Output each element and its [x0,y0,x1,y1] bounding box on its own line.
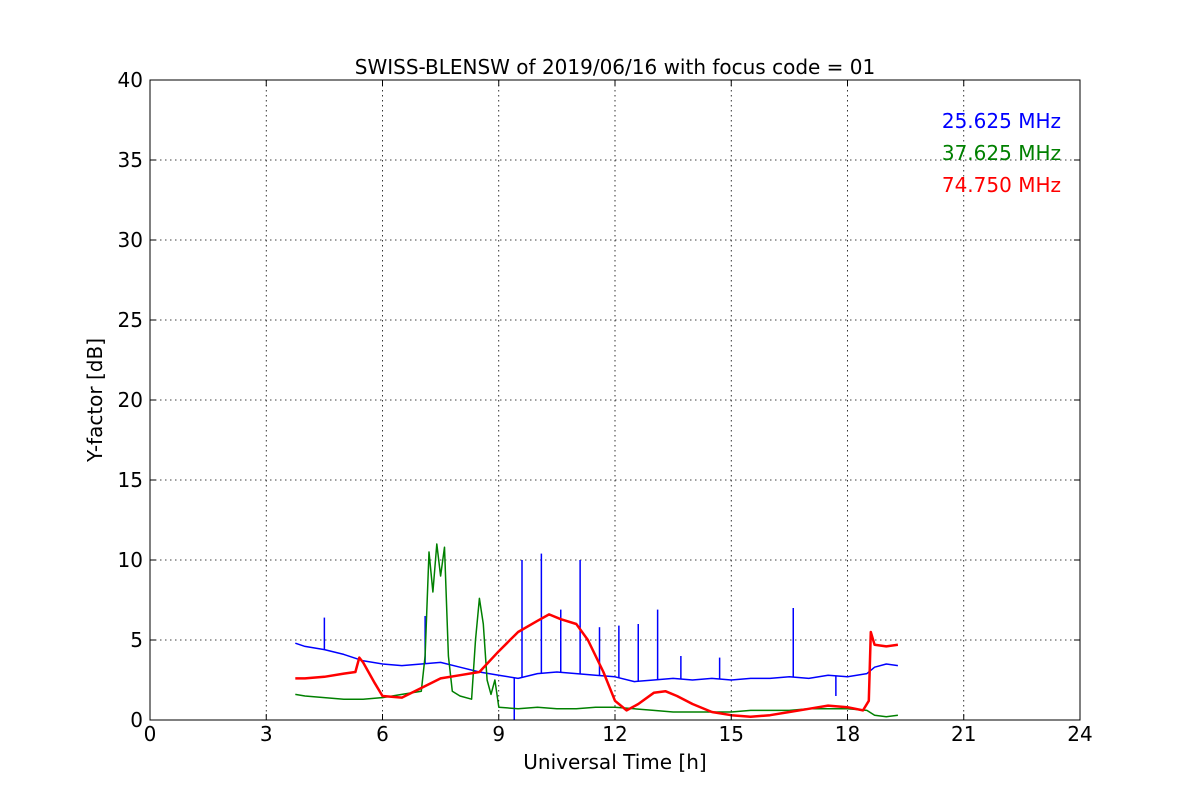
y-tick-label: 15 [118,468,143,492]
y-tick-label: 20 [118,388,143,412]
y-axis-title: Y-factor [dB] [83,338,107,463]
chart-title: SWISS-BLENSW of 2019/06/16 with focus co… [355,55,876,79]
y-tick-label: 0 [130,708,143,732]
y-tick-label: 35 [118,148,143,172]
y-tick-label: 30 [118,228,143,252]
series-group-1 [295,543,899,718]
series-group-2 [295,613,899,719]
y-tick-label: 5 [130,628,143,652]
x-tick-label: 15 [719,722,744,746]
grid [150,80,1080,720]
x-tick-label: 12 [602,722,627,746]
y-tick-label: 10 [118,548,143,572]
x-tick-label: 9 [492,722,505,746]
series-line [295,613,899,719]
y-tick-label: 40 [118,68,143,92]
x-tick-label: 24 [1067,722,1092,746]
x-tick-label: 3 [260,722,273,746]
y-tick-label: 25 [118,308,143,332]
x-tick-label: 18 [835,722,860,746]
series-line [295,642,899,683]
legend-entry: 74.750 MHz [942,173,1061,197]
x-axis-title: Universal Time [h] [523,750,706,774]
legend-entry: 37.625 MHz [942,141,1061,165]
x-tick-label: 6 [376,722,389,746]
series-layer [295,543,899,720]
x-tick-label: 0 [144,722,157,746]
x-tick-label: 21 [951,722,976,746]
legend-entry: 25.625 MHz [942,109,1061,133]
series-line [295,543,899,718]
ticks: 0 3 6 9 12 15 18 21 24 0 5 10 15 20 25 30 35 40 [118,68,1093,746]
legend: 25.625 MHz 37.625 MHz 74.750 MHz [942,109,1061,197]
